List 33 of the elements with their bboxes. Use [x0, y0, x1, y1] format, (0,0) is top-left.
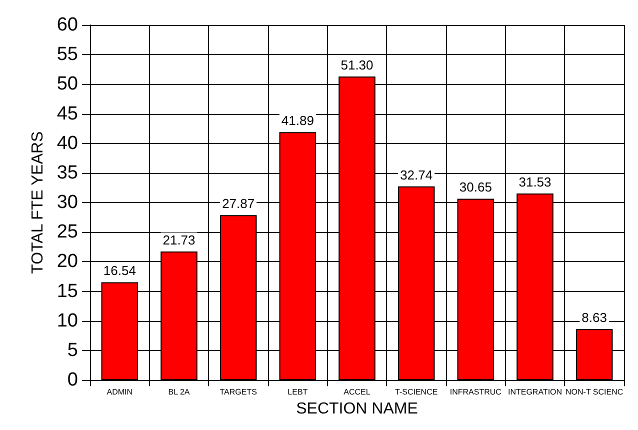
x-tick-label: ACCEL	[344, 388, 371, 397]
data-label: 31.53	[518, 174, 552, 190]
data-label: 21.73	[162, 232, 196, 248]
y-tick-label: 55	[56, 44, 78, 66]
y-tick-label: 25	[56, 222, 78, 243]
x-tick-label: NON-T SCIENC	[566, 388, 624, 397]
data-label: 32.74	[400, 167, 433, 182]
y-tick-label: 0	[67, 370, 78, 391]
data-label: 51.30	[340, 57, 374, 72]
y-tick-label: 50	[56, 74, 78, 95]
y-tick-label: 35	[56, 162, 78, 184]
y-axis-title: TOTAL FTE YEARS	[29, 131, 46, 274]
x-tick-label: T-SCIENCE	[394, 388, 438, 397]
y-tick-label: 45	[56, 103, 78, 124]
x-axis-title: SECTION NAME	[296, 400, 418, 418]
x-tick-label: LEBT	[288, 388, 308, 397]
y-tick-label: 5	[67, 340, 78, 362]
data-label: 27.87	[222, 196, 255, 212]
x-tick-label: INTEGRATION	[508, 388, 562, 397]
data-label: 8.63	[582, 310, 607, 326]
x-tick-label: ADMIN	[106, 388, 133, 397]
data-label: 41.89	[281, 113, 314, 128]
data-label: 16.54	[103, 263, 136, 278]
y-tick-label: 60	[56, 14, 78, 36]
y-tick-label: 20	[56, 251, 78, 272]
y-tick-label: 30	[56, 192, 78, 214]
y-tick-label: 10	[56, 310, 78, 332]
data-label: 30.65	[459, 180, 492, 195]
x-tick-label: BL 2A	[168, 388, 190, 397]
x-tick-label: INFRASTRUC	[450, 388, 502, 397]
x-tick-label: TARGETS	[220, 388, 257, 397]
y-tick-label: 15	[56, 280, 78, 302]
y-tick-label: 40	[56, 132, 78, 154]
